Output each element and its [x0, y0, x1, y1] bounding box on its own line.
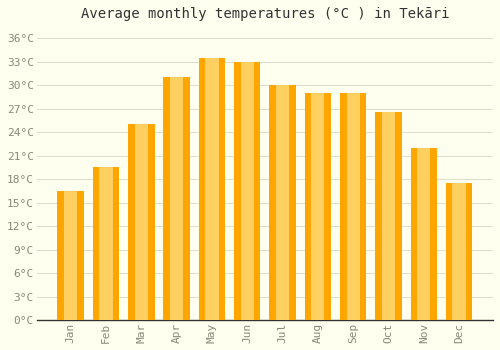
Bar — [170, 77, 183, 320]
Bar — [311, 93, 324, 320]
Bar — [64, 191, 78, 320]
Bar — [382, 112, 395, 320]
Bar — [340, 93, 366, 320]
Bar — [410, 148, 437, 320]
Bar — [134, 124, 148, 320]
Bar — [446, 183, 472, 320]
Bar — [270, 85, 296, 320]
Bar — [198, 58, 225, 320]
Bar — [452, 183, 466, 320]
Bar — [417, 148, 430, 320]
Bar — [100, 167, 112, 320]
Bar — [234, 62, 260, 320]
Bar — [206, 58, 218, 320]
Bar — [276, 85, 289, 320]
Bar — [164, 77, 190, 320]
Bar — [375, 112, 402, 320]
Bar — [304, 93, 331, 320]
Bar — [346, 93, 360, 320]
Bar — [240, 62, 254, 320]
Bar — [93, 167, 120, 320]
Bar — [128, 124, 154, 320]
Bar — [58, 191, 84, 320]
Title: Average monthly temperatures (°C ) in Tekāri: Average monthly temperatures (°C ) in Te… — [80, 7, 449, 21]
